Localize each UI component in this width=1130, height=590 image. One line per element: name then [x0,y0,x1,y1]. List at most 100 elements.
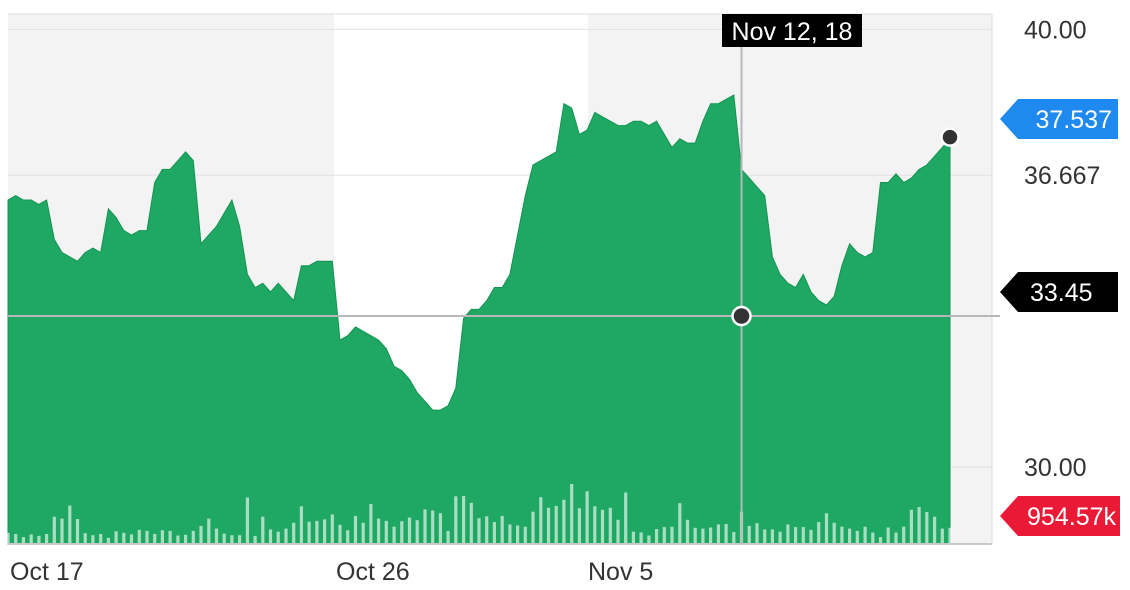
volume-bar [871,532,875,544]
volume-bar [801,527,805,544]
volume-bar [678,503,682,544]
volume-bar [284,528,288,544]
volume-bar [531,511,535,544]
volume-bar [145,530,149,544]
volume-bar [693,527,697,544]
volume-bar [933,516,937,544]
volume-bar [701,528,705,544]
volume-bar [29,534,33,544]
volume-bar [662,527,666,544]
volume-bar [554,505,558,544]
volume-bar [129,534,134,544]
volume-bar [446,530,450,544]
volume-bar [909,509,913,544]
volume-bar [770,529,774,544]
volume-bar [168,530,172,544]
volume-bar [68,505,72,544]
last-price-label: 37.537 [1036,106,1112,134]
volume-bar [477,518,481,544]
volume-bar [863,526,867,544]
volume-bar [832,522,836,544]
volume-bar [647,535,651,544]
volume-bar [21,537,25,544]
volume-bar [384,520,388,544]
volume-bars [6,484,952,544]
volume-bar [840,526,844,544]
volume-bar [794,527,798,544]
volume-bar [83,533,87,544]
volume-bar [245,497,249,544]
volume-bar [6,532,10,544]
volume-bar [508,524,512,544]
volume-bar [45,534,49,544]
volume-bar [37,535,41,544]
x-tick-label: Oct 17 [10,558,84,586]
volume-bar [608,507,612,544]
volume-bar [948,527,952,544]
volume-bar [330,514,334,544]
volume-bar [431,510,435,544]
volume-bar [184,534,188,544]
volume-bar [346,530,350,544]
volume-bar [276,531,280,544]
volume-bar [214,528,219,544]
volume-bar [925,512,929,544]
volume-bar [786,524,790,544]
volume-bar [763,529,767,544]
volume-bar [685,519,690,544]
x-axis-labels: Oct 17 Oct 26 Nov 5 [10,558,653,586]
volume-bar [732,532,736,544]
volume-tag-box [1000,496,1120,536]
volume-bar [14,534,18,544]
volume-bar [230,535,234,544]
volume-bar [516,525,520,544]
volume-bar [917,507,921,544]
volume-bar [238,535,242,544]
volume-bar [338,524,342,544]
volume-bar [585,491,589,544]
last-price-tag: 37.537 [1000,99,1118,139]
crosshair [8,47,1000,544]
volume-bar [546,507,551,544]
volume-bar [709,527,713,544]
volume-bar [485,516,489,544]
volume-bar [268,529,273,544]
volume-label: 954.57k [1027,503,1116,531]
volume-bar [855,530,859,544]
volume-bar [940,528,944,544]
volume-bar [392,526,396,544]
volume-bar [570,484,574,544]
volume-bar [114,531,118,544]
volume-bar [593,506,597,544]
volume-bar [624,492,628,544]
last-price-point [940,127,960,147]
volume-bar [52,516,56,544]
volume-bar [902,526,906,544]
y-tick-label: 30.00 [1024,454,1087,482]
volume-bar [160,530,164,544]
price-area [7,94,951,545]
volume-bar [848,528,852,544]
volume-bar [153,534,157,544]
volume-bar [60,518,64,544]
volume-bar [253,535,257,544]
volume-bar [377,518,381,544]
volume-bar [323,519,327,544]
volume-bar [261,516,265,544]
volume-bar [176,535,180,544]
volume-bar [747,525,751,544]
volume-bar [315,520,319,544]
volume-bar [755,523,759,544]
volume-bar [454,496,458,544]
volume-bar [361,522,365,544]
volume-bar [122,532,126,544]
volume-bar [716,524,720,544]
volume-bar [222,533,226,544]
crosshair-date-tag: Nov 12, 18 [722,14,862,47]
volume-bar [469,502,473,544]
volume-bar [191,530,195,544]
volume-bar [91,535,95,544]
volume-bar [655,529,659,544]
crosshair-value-tag-box [1000,272,1118,312]
